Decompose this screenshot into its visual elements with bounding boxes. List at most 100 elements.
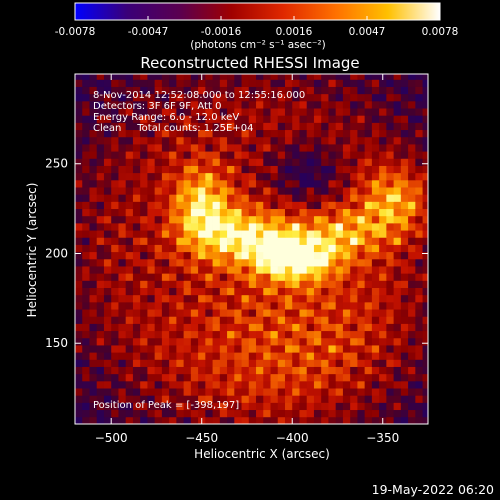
heatmap-cell xyxy=(241,266,250,274)
heatmap-cell xyxy=(306,330,315,339)
heatmap-cell xyxy=(248,359,257,367)
heatmap-cell xyxy=(306,273,315,281)
heatmap-cell xyxy=(169,294,177,303)
heatmap-cell xyxy=(393,100,402,109)
heatmap-cell xyxy=(422,74,428,80)
heatmap-cell xyxy=(205,345,213,353)
heatmap-cell xyxy=(125,337,134,346)
heatmap-cell xyxy=(125,79,134,87)
heatmap-cell xyxy=(140,122,148,131)
heatmap-cell xyxy=(118,409,127,418)
heatmap-cell xyxy=(313,258,322,267)
heatmap-cell xyxy=(125,194,134,202)
heatmap-cell xyxy=(415,86,423,95)
heatmap-cell xyxy=(357,179,366,188)
heatmap-cell xyxy=(234,388,242,396)
heatmap-cell xyxy=(284,352,293,360)
heatmap-cell xyxy=(234,330,242,339)
heatmap-cell xyxy=(292,144,300,152)
heatmap-cell xyxy=(277,330,286,339)
heatmap-cell xyxy=(350,93,358,102)
heatmap-cell xyxy=(140,416,148,424)
heatmap-cell xyxy=(96,380,105,389)
heatmap-cell xyxy=(140,258,148,267)
heatmap-cell xyxy=(386,158,394,166)
heatmap-cell xyxy=(234,323,242,332)
heatmap-cell xyxy=(371,258,380,267)
heatmap-cell xyxy=(393,301,402,310)
heatmap-cell xyxy=(393,366,402,375)
heatmap-cell xyxy=(386,187,394,195)
heatmap-cell xyxy=(234,294,242,303)
heatmap-cell xyxy=(147,258,156,267)
heatmap-cell xyxy=(357,251,366,260)
heatmap-cell xyxy=(241,158,250,166)
heatmap-cell xyxy=(408,301,416,310)
heatmap-cell xyxy=(154,194,163,202)
heatmap-cell xyxy=(198,273,206,281)
heatmap-cell xyxy=(125,323,134,332)
heatmap-cell xyxy=(422,208,428,217)
heatmap-cell xyxy=(198,194,206,202)
heatmap-cell xyxy=(371,395,380,403)
heatmap-cell xyxy=(263,352,271,360)
heatmap-cell xyxy=(357,323,366,332)
heatmap-cell xyxy=(263,172,271,181)
heatmap-cell xyxy=(284,301,293,310)
heatmap-cell xyxy=(422,79,428,87)
heatmap-cell xyxy=(357,151,366,159)
heatmap-cell xyxy=(357,345,366,353)
heatmap-cell xyxy=(234,237,242,245)
heatmap-cell xyxy=(248,380,257,389)
heatmap-cell xyxy=(335,108,344,116)
heatmap-cell xyxy=(183,330,192,339)
heatmap-cell xyxy=(400,237,409,245)
heatmap-cell xyxy=(154,330,163,339)
heatmap-cell xyxy=(357,280,366,288)
heatmap-cell xyxy=(371,388,380,396)
heatmap-cell xyxy=(89,251,98,260)
heatmap-cell xyxy=(234,316,242,324)
heatmap-cell xyxy=(205,172,213,181)
heatmap-cell xyxy=(241,323,250,332)
heatmap-cell xyxy=(277,316,286,324)
heatmap-cell xyxy=(357,258,366,267)
heatmap-cell xyxy=(154,316,163,324)
heatmap-cell xyxy=(125,215,134,224)
heatmap-cell xyxy=(96,222,105,231)
heatmap-cell xyxy=(415,215,423,224)
heatmap-cell xyxy=(176,244,185,253)
heatmap-cell xyxy=(241,280,250,288)
heatmap-cell xyxy=(75,409,83,418)
heatmap-cell xyxy=(205,129,213,138)
heatmap-cell xyxy=(393,194,402,202)
heatmap-cell xyxy=(292,115,300,123)
heatmap-cell xyxy=(400,366,409,375)
heatmap-cell xyxy=(227,402,235,411)
heatmap-cell xyxy=(96,74,105,80)
heatmap-cell xyxy=(400,93,409,102)
heatmap-cell xyxy=(321,179,329,188)
heatmap-cell xyxy=(299,129,308,138)
heatmap-cell xyxy=(103,352,112,360)
heatmap-cell xyxy=(132,287,141,296)
heatmap-cell xyxy=(364,287,373,296)
heatmap-cell xyxy=(103,100,112,109)
heatmap-cell xyxy=(118,402,127,411)
heatmap-cell xyxy=(321,402,329,411)
heatmap-cell xyxy=(284,100,293,109)
heatmap-cell xyxy=(227,230,235,238)
heatmap-cell xyxy=(284,244,293,253)
heatmap-cell xyxy=(364,266,373,274)
heatmap-cell xyxy=(263,294,271,303)
heatmap-cell xyxy=(147,144,156,152)
heatmap-cell xyxy=(400,222,409,231)
heatmap-cell xyxy=(284,215,293,224)
heatmap-cell xyxy=(263,409,271,418)
heatmap-cell xyxy=(103,395,112,403)
heatmap-cell xyxy=(299,352,308,360)
heatmap-cell xyxy=(342,380,351,389)
heatmap-cell xyxy=(371,345,380,353)
heatmap-cell xyxy=(313,244,322,253)
heatmap-cell xyxy=(75,395,83,403)
